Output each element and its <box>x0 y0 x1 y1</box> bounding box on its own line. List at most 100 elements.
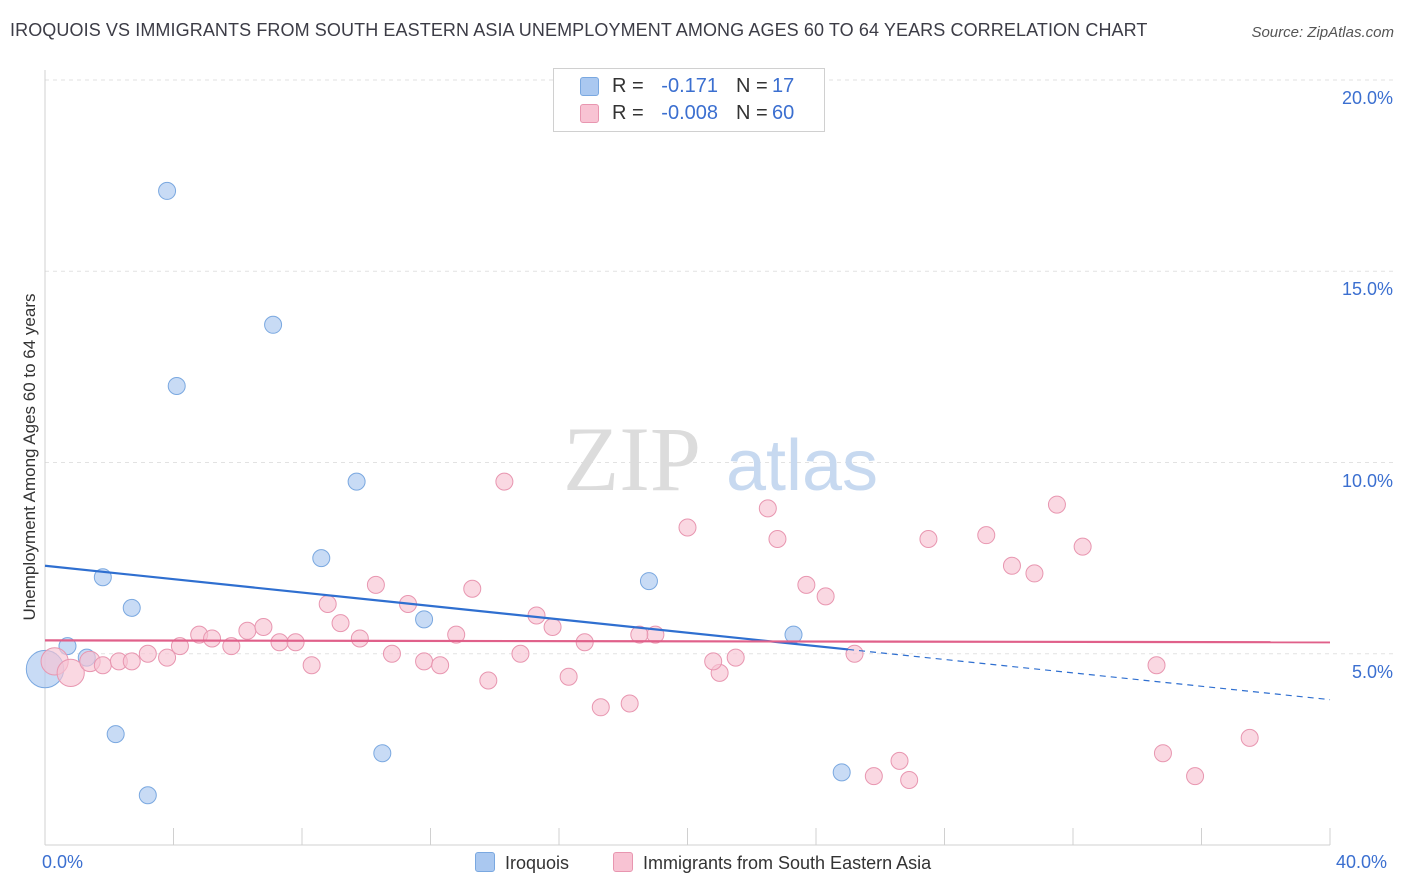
point-immigrants-39 <box>726 648 745 667</box>
chart-title: IROQUOIS VS IMMIGRANTS FROM SOUTH EASTER… <box>10 20 1148 40</box>
n-value: 17 <box>772 75 795 97</box>
stats-row-iroquois: R = -0.171 N = 17 <box>554 73 824 99</box>
point-immigrants-16 <box>302 656 321 675</box>
point-immigrants-50 <box>1002 556 1021 575</box>
point-immigrants-5 <box>122 652 141 671</box>
point-immigrants-52 <box>1047 495 1066 514</box>
point-immigrants-41 <box>768 530 787 548</box>
point-immigrants-49 <box>977 526 996 545</box>
r-label: R = <box>612 75 644 97</box>
point-immigrants-58 <box>630 625 649 644</box>
legend-swatch-immigrants <box>613 852 633 872</box>
point-immigrants-6 <box>138 644 157 663</box>
point-immigrants-18 <box>331 614 350 633</box>
point-immigrants-32 <box>559 667 578 686</box>
y-axis-label: Unemployment Among Ages 60 to 64 years <box>20 293 39 621</box>
point-immigrants-10 <box>203 629 222 648</box>
point-immigrants-29 <box>511 644 530 663</box>
r-value: -0.008 <box>661 102 718 124</box>
point-immigrants-55 <box>1153 744 1172 763</box>
point-immigrants-56 <box>1186 767 1205 786</box>
point-iroquois-4 <box>106 725 125 744</box>
point-immigrants-23 <box>415 652 434 671</box>
point-immigrants-28 <box>495 472 514 491</box>
point-immigrants-45 <box>864 767 883 786</box>
grid-lines <box>45 79 1393 655</box>
point-immigrants-44 <box>845 644 864 663</box>
point-immigrants-31 <box>543 617 562 636</box>
point-immigrants-43 <box>816 587 835 606</box>
axes <box>44 70 1331 846</box>
watermark-zip: ZIP <box>563 408 701 510</box>
point-immigrants-1 <box>56 658 85 687</box>
stats-row-immigrants: R = -0.008 N = 60 <box>554 100 824 126</box>
point-iroquois-12 <box>373 744 392 763</box>
y-tick-label-10: 10.0% <box>1341 470 1393 491</box>
point-immigrants-37 <box>678 518 697 537</box>
n-value: 60 <box>772 102 795 124</box>
stats-box: R = -0.171 N = 17 R = -0.008 N = 60 <box>553 68 825 132</box>
point-immigrants-11 <box>222 637 241 656</box>
source-label: Source: ZipAtlas.com <box>1251 24 1394 41</box>
point-immigrants-46 <box>890 751 909 770</box>
point-immigrants-7 <box>158 648 177 667</box>
point-immigrants-14 <box>270 633 289 652</box>
point-immigrants-59 <box>704 652 723 671</box>
point-iroquois-14 <box>639 572 658 591</box>
watermark-atlas: atlas <box>726 426 878 506</box>
stats-swatch-iroquois <box>580 77 599 96</box>
point-iroquois-11 <box>347 472 366 491</box>
point-immigrants-26 <box>463 579 482 598</box>
trend-line-immigrants <box>44 639 1331 644</box>
point-iroquois-6 <box>138 786 157 805</box>
trend-line-iroquois-extension <box>848 648 1331 701</box>
legend-item-immigrants[interactable]: Immigrants from South Eastern Asia <box>613 852 931 874</box>
point-immigrants-42 <box>797 575 816 594</box>
point-immigrants-8 <box>170 637 189 656</box>
point-iroquois-7 <box>158 181 177 200</box>
point-immigrants-40 <box>758 499 777 518</box>
watermark: ZIP atlas <box>563 408 878 510</box>
data-points <box>25 181 1259 805</box>
trend-lines <box>44 564 1331 701</box>
point-immigrants-15 <box>286 633 305 652</box>
trend-line-iroquois <box>44 564 849 651</box>
point-iroquois-8 <box>167 377 186 395</box>
y-tick-label-15: 15.0% <box>1341 279 1393 300</box>
point-immigrants-25 <box>447 625 466 644</box>
legend-label-iroquois: Iroquois <box>505 853 570 873</box>
r-value: -0.171 <box>661 75 718 97</box>
point-immigrants-13 <box>254 617 273 636</box>
point-immigrants-47 <box>900 770 919 789</box>
point-immigrants-12 <box>238 621 257 640</box>
point-immigrants-3 <box>93 656 112 675</box>
point-immigrants-27 <box>479 671 498 690</box>
legend-item-iroquois[interactable]: Iroquois <box>475 852 569 874</box>
point-immigrants-33 <box>575 633 594 652</box>
y-tick-label-5: 5.0% <box>1351 661 1393 682</box>
point-iroquois-5 <box>122 598 141 617</box>
point-immigrants-21 <box>382 644 401 663</box>
n-label: N = <box>736 102 768 124</box>
x-tick-label-min: 0.0% <box>42 852 84 872</box>
point-immigrants-24 <box>431 656 450 675</box>
point-immigrants-19 <box>350 629 369 648</box>
point-iroquois-10 <box>312 549 331 568</box>
point-iroquois-13 <box>415 610 434 629</box>
legend-label-immigrants: Immigrants from South Eastern Asia <box>643 853 932 873</box>
y-tick-label-20: 20.0% <box>1341 88 1393 108</box>
stats-swatch-immigrants <box>580 104 599 123</box>
r-label: R = <box>612 102 644 124</box>
point-immigrants-51 <box>1025 564 1044 583</box>
point-iroquois-9 <box>264 315 283 334</box>
legend-swatch-iroquois <box>475 852 495 872</box>
point-immigrants-34 <box>591 698 610 717</box>
point-immigrants-20 <box>366 575 385 594</box>
point-iroquois-16 <box>832 763 851 782</box>
point-immigrants-17 <box>318 595 337 614</box>
point-immigrants-54 <box>1147 656 1166 675</box>
x-tick-label-max: 40.0% <box>1336 852 1388 872</box>
point-immigrants-53 <box>1073 537 1092 556</box>
point-immigrants-57 <box>1240 728 1259 747</box>
